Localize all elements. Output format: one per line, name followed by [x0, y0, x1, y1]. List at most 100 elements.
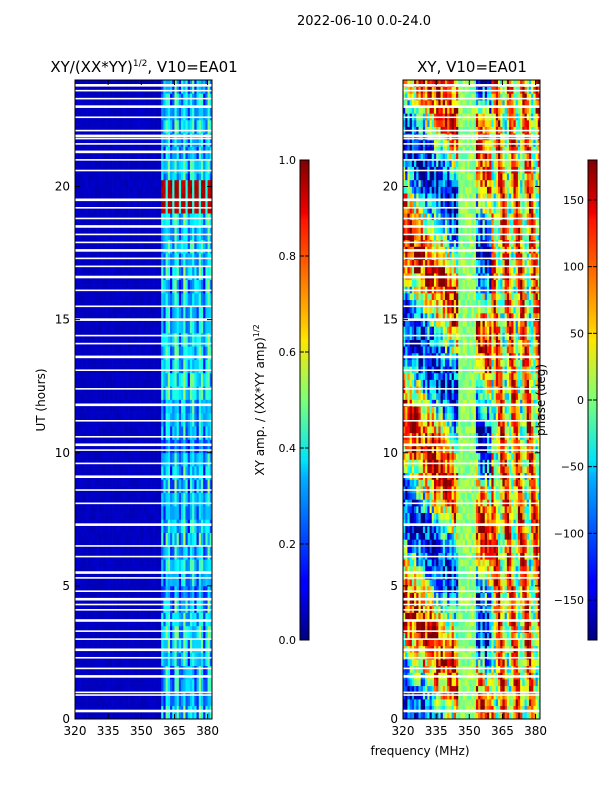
amplitude-cell	[97, 512, 100, 520]
amplitude-cell	[81, 199, 85, 207]
amplitude-cell	[125, 519, 129, 527]
amplitude-cell	[170, 652, 173, 660]
amplitude-cell	[158, 565, 162, 573]
amplitude-cell	[90, 399, 94, 407]
amplitude-cell	[205, 572, 208, 580]
amplitude-cell	[161, 326, 164, 334]
amplitude-cell	[174, 565, 177, 573]
amplitude-cell	[158, 632, 162, 640]
amplitude-cell	[181, 206, 184, 214]
amplitude-cell	[88, 572, 91, 580]
amplitude-cell	[77, 506, 80, 514]
amplitude-cell	[170, 579, 173, 587]
amplitude-cell	[101, 293, 105, 301]
amplitude-cell	[123, 479, 127, 487]
amplitude-cell	[152, 379, 155, 387]
amplitude-cell	[105, 419, 109, 427]
amplitude-cell	[172, 293, 175, 301]
amplitude-cell	[194, 386, 197, 394]
amplitude-cell	[103, 406, 107, 414]
amplitude-cell	[152, 652, 155, 660]
amplitude-cell	[121, 712, 124, 720]
amplitude-cell	[101, 612, 105, 620]
amplitude-cell	[83, 705, 87, 713]
amplitude-cell	[116, 539, 120, 547]
amplitude-cell	[121, 532, 124, 540]
amplitude-cell	[90, 319, 94, 327]
amplitude-cell	[105, 592, 109, 600]
amplitude-cell	[103, 253, 107, 261]
amplitude-cell	[103, 219, 107, 227]
amplitude-cell	[141, 439, 144, 447]
amplitude-cell	[194, 712, 197, 720]
amplitude-cell	[161, 506, 164, 514]
amplitude-cell	[165, 632, 169, 640]
amplitude-cell	[125, 612, 129, 620]
amplitude-cell	[207, 426, 211, 434]
amplitude-cell	[86, 685, 89, 693]
amplitude-cell	[167, 479, 171, 487]
amplitude-cell	[81, 699, 85, 707]
amplitude-cell	[114, 226, 118, 234]
amplitude-cell	[112, 312, 116, 320]
amplitude-cell	[132, 399, 136, 407]
amplitude-cell	[152, 293, 155, 301]
amplitude-cell	[81, 239, 85, 247]
amplitude-cell	[183, 239, 186, 247]
amplitude-cell	[187, 685, 191, 693]
amplitude-cell	[132, 532, 136, 540]
amplitude-cell	[178, 506, 182, 514]
amplitude-cell	[128, 705, 131, 713]
amplitude-cell	[207, 659, 211, 667]
amplitude-cell	[209, 639, 213, 647]
amplitude-cell	[152, 712, 155, 720]
amplitude-cell	[207, 466, 211, 474]
amplitude-cell	[207, 259, 211, 267]
amplitude-cell	[170, 539, 173, 547]
amplitude-cell	[174, 359, 177, 367]
amplitude-cell	[90, 519, 94, 527]
amplitude-cell	[192, 579, 195, 587]
amplitude-cell	[158, 579, 162, 587]
amplitude-cell	[150, 233, 153, 241]
amplitude-cell	[92, 539, 96, 547]
amplitude-cell	[79, 426, 82, 434]
amplitude-cell	[132, 625, 136, 633]
amplitude-cell	[178, 679, 182, 687]
amplitude-cell	[150, 699, 153, 707]
amplitude-cell	[92, 312, 96, 320]
amplitude-cell	[170, 213, 173, 221]
amplitude-cell	[139, 532, 142, 540]
amplitude-cell	[194, 439, 197, 447]
amplitude-cell	[79, 419, 82, 427]
amplitude-cell	[178, 512, 182, 520]
amplitude-cell	[94, 506, 98, 514]
amplitude-cell	[178, 659, 182, 667]
amplitude-cell	[187, 659, 191, 667]
amplitude-cell	[88, 679, 91, 687]
amplitude-cell	[114, 679, 118, 687]
amplitude-cell	[194, 652, 197, 660]
amplitude-cell	[141, 406, 144, 414]
amplitude-cell	[75, 279, 78, 287]
amplitude-cell	[205, 692, 208, 700]
amplitude-cell	[97, 406, 100, 414]
amplitude-cell	[97, 632, 100, 640]
amplitude-cell	[143, 259, 147, 267]
amplitude-cell	[90, 692, 94, 700]
amplitude-cell	[143, 585, 147, 593]
amplitude-cell	[110, 492, 113, 500]
amplitude-cell	[94, 379, 98, 387]
amplitude-cell	[141, 565, 144, 573]
amplitude-cell	[203, 226, 206, 234]
amplitude-cell	[121, 293, 124, 301]
amplitude-cell	[134, 312, 138, 320]
amplitude-cell	[75, 219, 78, 227]
amplitude-cell	[101, 332, 105, 340]
amplitude-cell	[165, 599, 169, 607]
amplitude-cell	[207, 312, 211, 320]
amplitude-cell	[207, 213, 211, 221]
amplitude-cell	[187, 599, 191, 607]
amplitude-cell	[132, 506, 136, 514]
amplitude-cell	[128, 219, 131, 227]
